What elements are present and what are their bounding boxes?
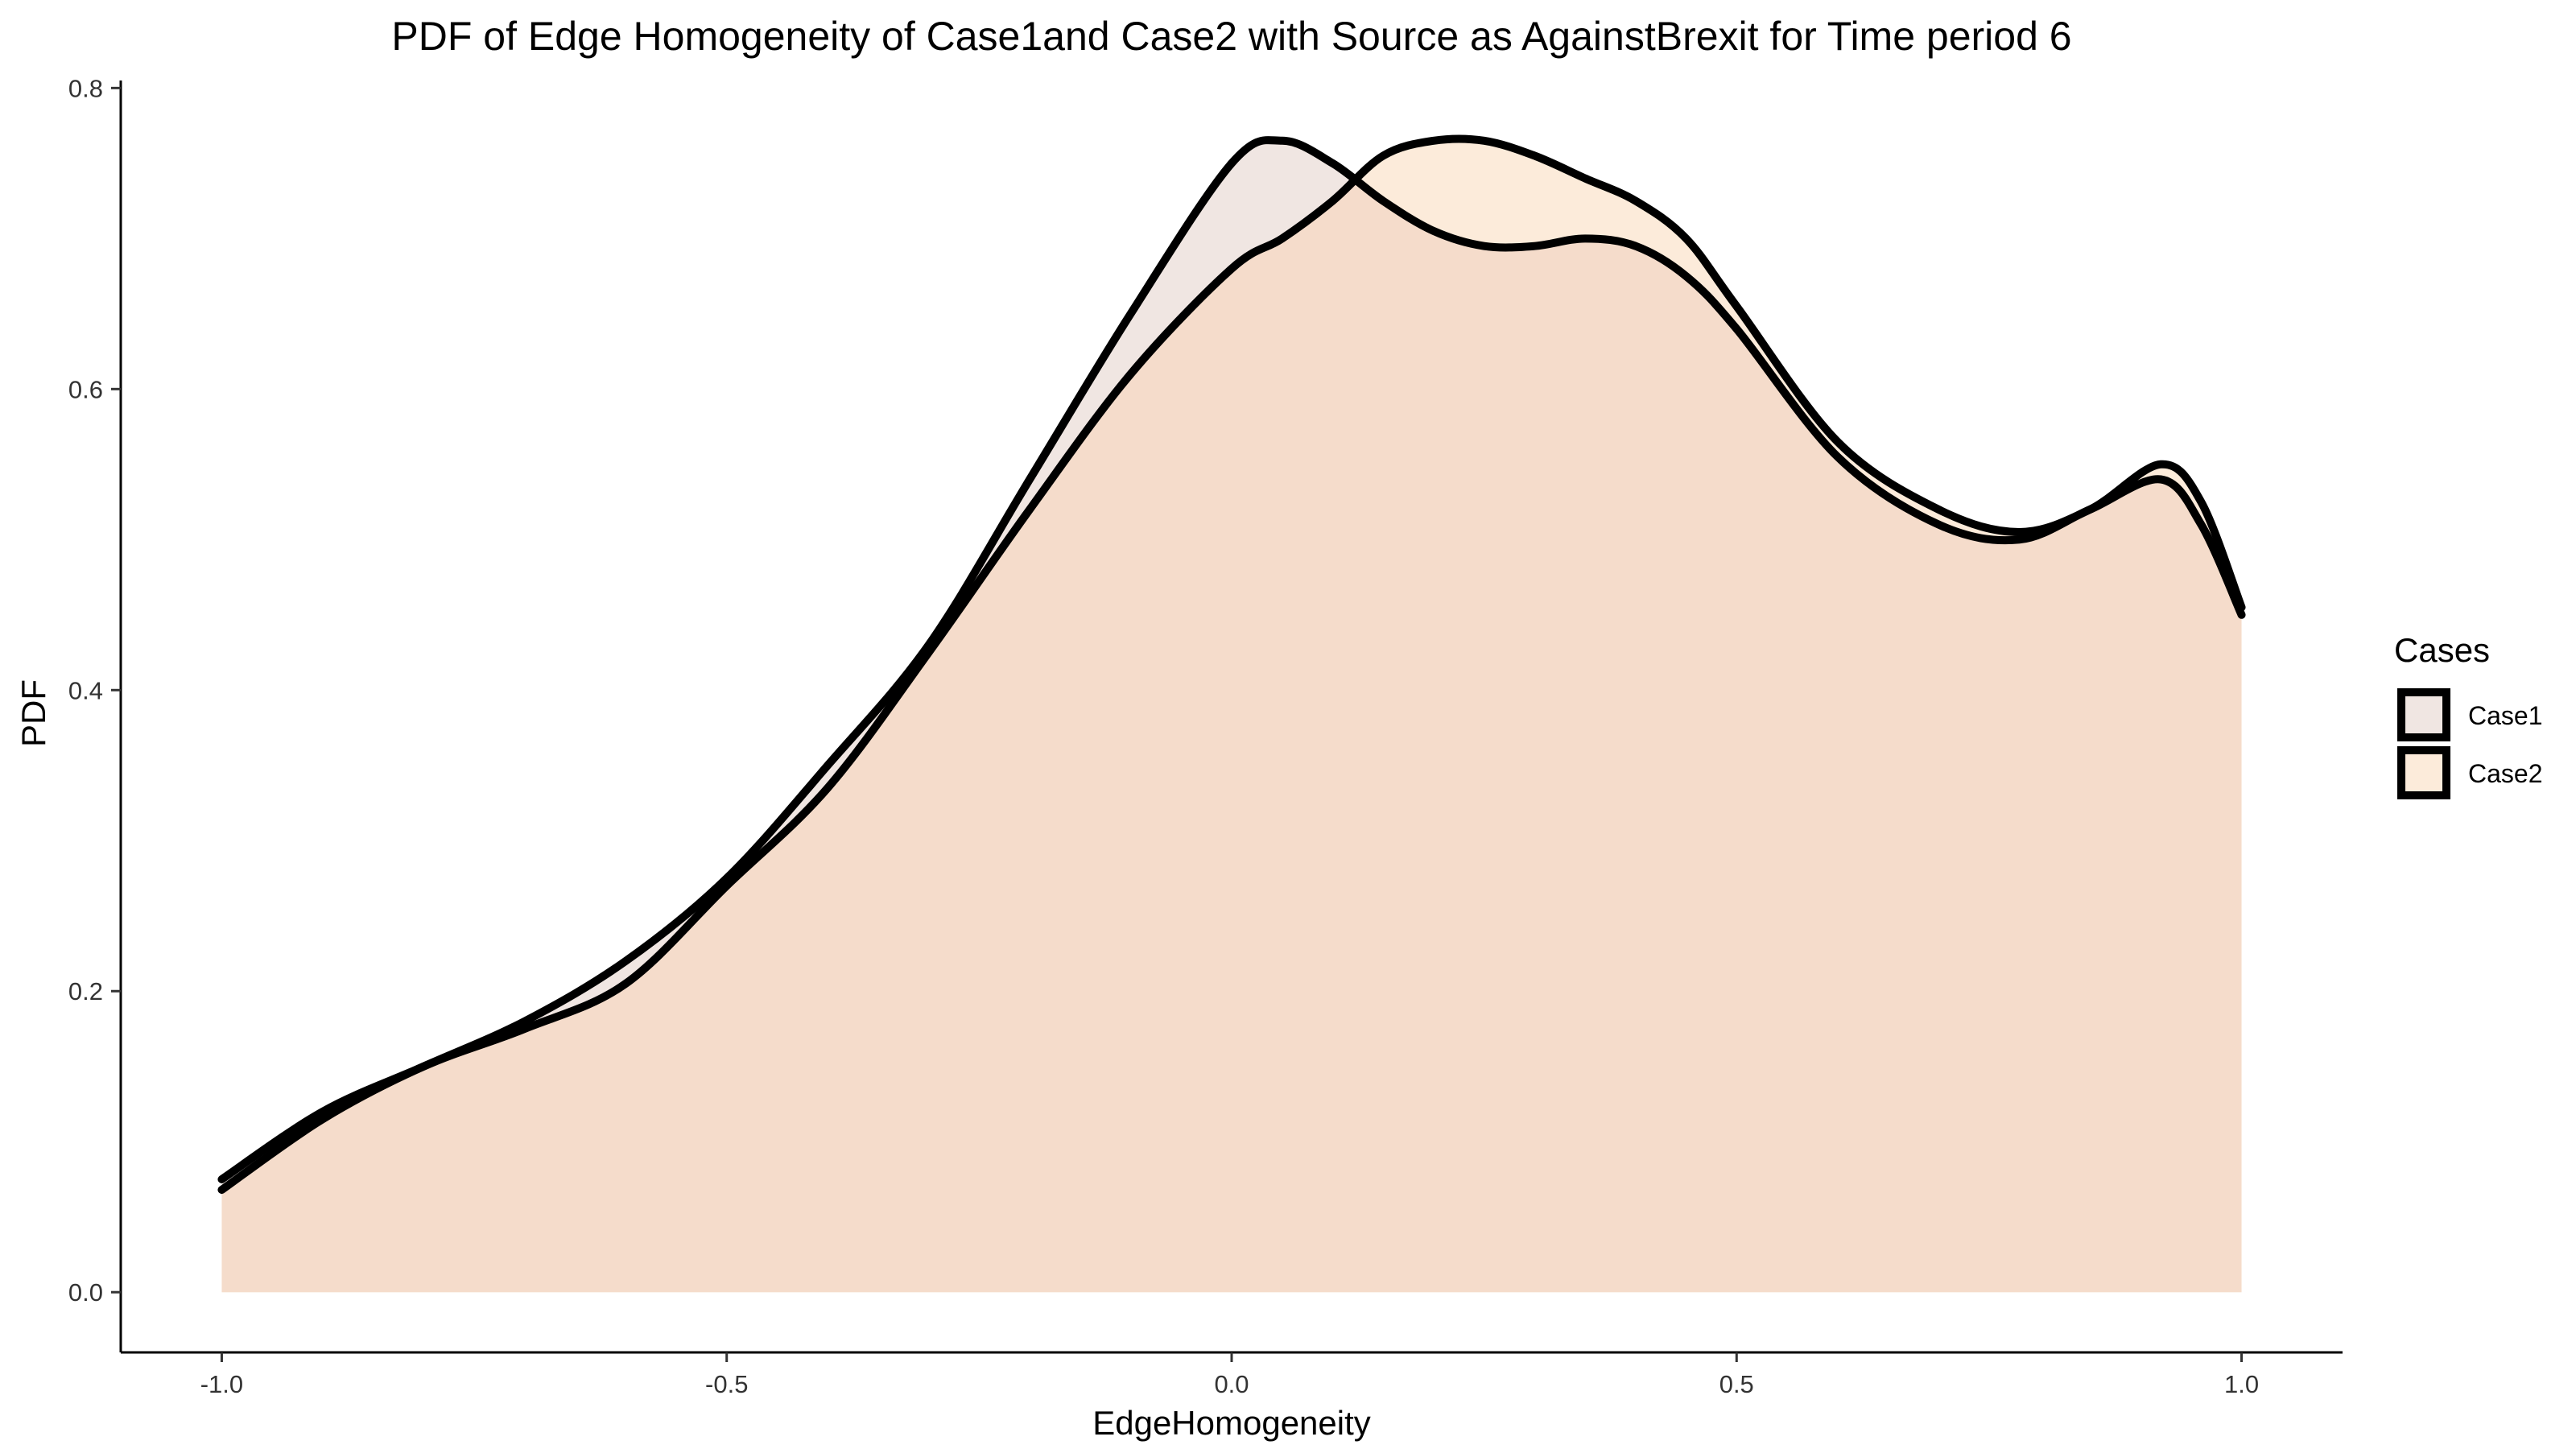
density-fills: [221, 138, 2242, 1293]
x-tick-label: 1.0: [2224, 1370, 2259, 1398]
y-axis-ticks: 0.0 0.2 0.4 0.6 0.8: [68, 74, 121, 1307]
density-line-case2: [217, 134, 2246, 1195]
plot-area: [217, 134, 2246, 1293]
y-tick-label: 0.4: [68, 676, 103, 704]
x-axis-ticks: -1.0 -0.5 0.0 0.5 1.0: [200, 1352, 2259, 1398]
legend-title: Cases: [2394, 631, 2490, 669]
density-lines: [217, 134, 2246, 1195]
y-axis-title: PDF: [14, 679, 52, 747]
axes: 0.0 0.2 0.4 0.6 0.8 -1.0 -0.5 0.0 0.5 1.0: [68, 74, 2343, 1398]
x-tick-label: 0.0: [1214, 1370, 1249, 1398]
density-overlap-fill: [221, 140, 2242, 1293]
legend: Cases Case1 Case2: [2394, 631, 2543, 799]
x-tick-label: -0.5: [705, 1370, 748, 1398]
x-axis-title: EdgeHomogeneity: [1092, 1404, 1371, 1442]
y-tick-label: 0.2: [68, 977, 103, 1005]
legend-items: Case1 Case2: [2397, 688, 2543, 799]
legend-key-case2: [2397, 746, 2450, 799]
x-tick-label: -1.0: [200, 1370, 243, 1398]
y-tick-label: 0.6: [68, 375, 103, 403]
y-tick-label: 0.0: [68, 1278, 103, 1307]
x-tick-label: 0.5: [1719, 1370, 1754, 1398]
legend-label-case2: Case2: [2468, 759, 2543, 788]
legend-key-case1: [2397, 688, 2450, 741]
legend-label-case1: Case1: [2468, 701, 2543, 730]
density-line-case1: [217, 136, 2246, 1183]
y-tick-label: 0.8: [68, 74, 103, 102]
chart-title: PDF of Edge Homogeneity of Case1and Case…: [391, 14, 2071, 59]
